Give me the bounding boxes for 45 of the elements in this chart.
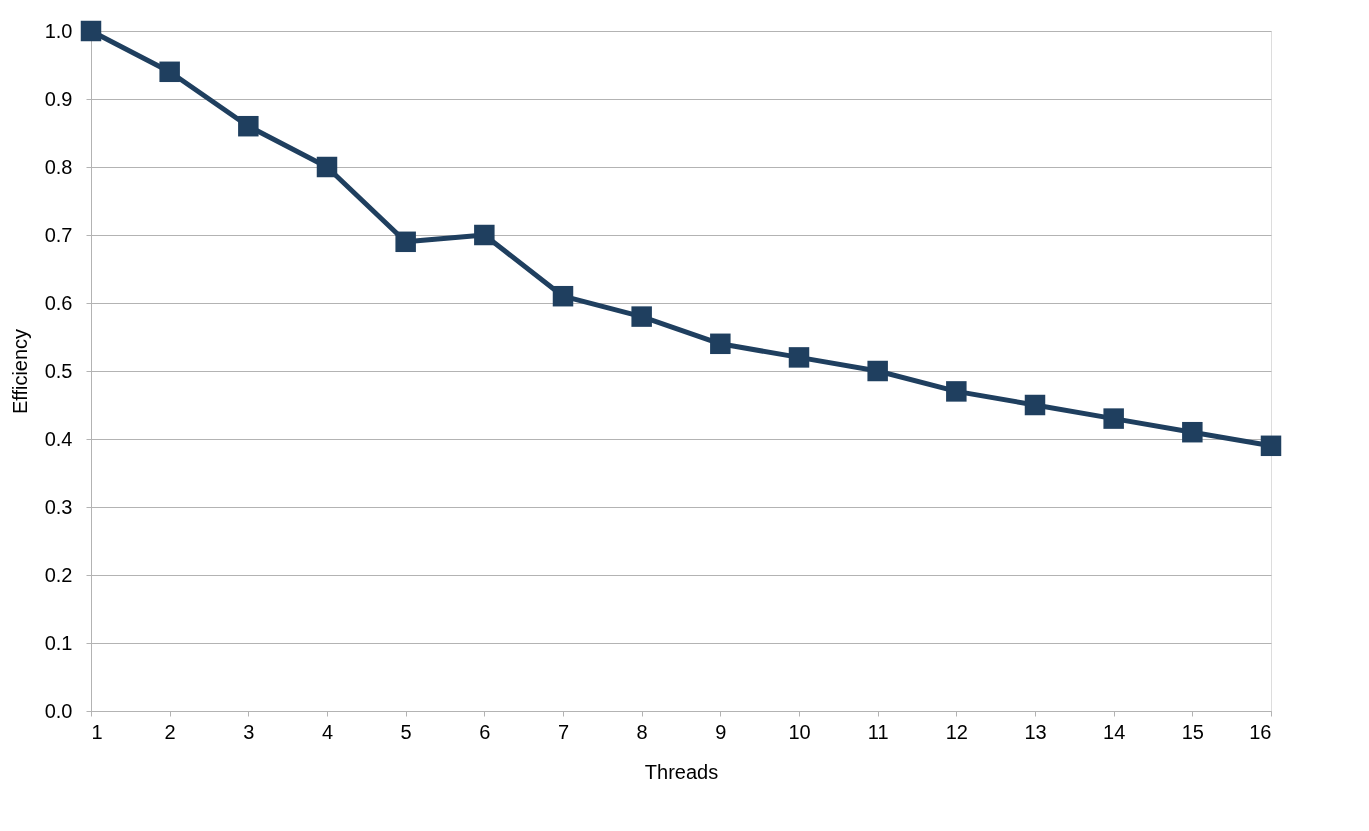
x-tick-label: 3 — [243, 720, 255, 743]
x-tick-label: 14 — [1103, 720, 1126, 743]
point — [1260, 435, 1282, 457]
y-tick-label: 0.3 — [44, 495, 73, 518]
y-tick-label: 0.1 — [44, 631, 73, 654]
y-tick-label: 0.6 — [44, 291, 73, 314]
x-tick-label: 10 — [788, 720, 811, 743]
x-tick-label: 7 — [557, 720, 570, 743]
point — [1024, 394, 1046, 416]
y-tick-label: 0.0 — [44, 699, 73, 722]
x-tick-label: 9 — [715, 720, 727, 743]
y-tick-label: 0.5 — [44, 359, 73, 382]
point — [710, 333, 731, 355]
point — [1182, 421, 1203, 443]
x-tick-label: 16 — [1249, 720, 1272, 743]
point — [238, 115, 259, 137]
point — [316, 156, 338, 178]
point — [946, 381, 967, 402]
x-tick-label: 4 — [321, 720, 334, 743]
point — [552, 285, 574, 307]
y-tick-label: 0.4 — [44, 427, 73, 450]
point — [867, 360, 888, 382]
x-tick-label: 6 — [479, 720, 491, 743]
x-tick-label: 12 — [945, 720, 968, 743]
x-tick-label: 1 — [91, 720, 103, 743]
point — [1103, 408, 1124, 429]
point — [631, 306, 652, 327]
x-tick-label: 15 — [1181, 720, 1204, 743]
x-axis-title: Threads — [644, 760, 719, 783]
point — [474, 224, 495, 246]
y-axis-title: Efficiency — [8, 328, 31, 415]
x-tick-label: 11 — [867, 720, 889, 743]
y-tick-label: 0.2 — [44, 563, 73, 586]
x-tick-label: 13 — [1024, 720, 1047, 743]
point — [788, 347, 810, 368]
x-tick-label: 2 — [164, 720, 176, 743]
point — [159, 61, 180, 83]
y-tick-label: 1.0 — [44, 19, 73, 42]
x-tick-label: 8 — [636, 720, 648, 743]
point — [80, 20, 102, 42]
y-tick-label: 0.7 — [44, 223, 73, 246]
y-tick-label: 0.8 — [44, 155, 73, 178]
y-tick-label: 0.9 — [44, 87, 73, 110]
point — [395, 231, 416, 253]
x-tick-label: 5 — [400, 720, 412, 743]
